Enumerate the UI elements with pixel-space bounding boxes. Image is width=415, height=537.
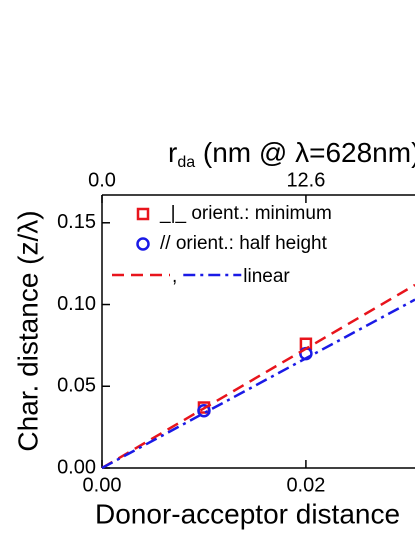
legend-label: linear bbox=[243, 266, 290, 287]
title-rest: (nm @ λ=628nm) bbox=[195, 137, 415, 168]
legend-label: _|_ orient.: minimum bbox=[159, 203, 332, 224]
legend-marker bbox=[136, 237, 150, 251]
top-axis-title: rda (nm @ λ=628nm) bbox=[168, 137, 415, 171]
title-main: r bbox=[168, 137, 177, 168]
y-tick-label: 0.00 bbox=[57, 456, 96, 478]
marker bbox=[197, 404, 211, 418]
line bbox=[101, 298, 415, 470]
x2-tick-label: 12.6 bbox=[286, 169, 325, 191]
y-axis-label: Char. distance (z/λ) bbox=[12, 210, 43, 451]
x-tick-label: 0.00 bbox=[83, 474, 122, 496]
y-tick-label: 0.15 bbox=[57, 211, 96, 233]
title-sub: da bbox=[177, 154, 195, 171]
legend-label: , bbox=[172, 266, 177, 287]
x-tick-label: 0.02 bbox=[286, 474, 325, 496]
line bbox=[101, 283, 415, 470]
legend-marker bbox=[136, 207, 150, 221]
y-tick-label: 0.05 bbox=[57, 375, 96, 397]
y-tick-label: 0.10 bbox=[57, 293, 96, 315]
x2-tick-label: 0.0 bbox=[88, 169, 116, 191]
x-axis-label: Donor-acceptor distance bbox=[95, 498, 400, 529]
legend-label: // orient.: half height bbox=[160, 233, 328, 254]
